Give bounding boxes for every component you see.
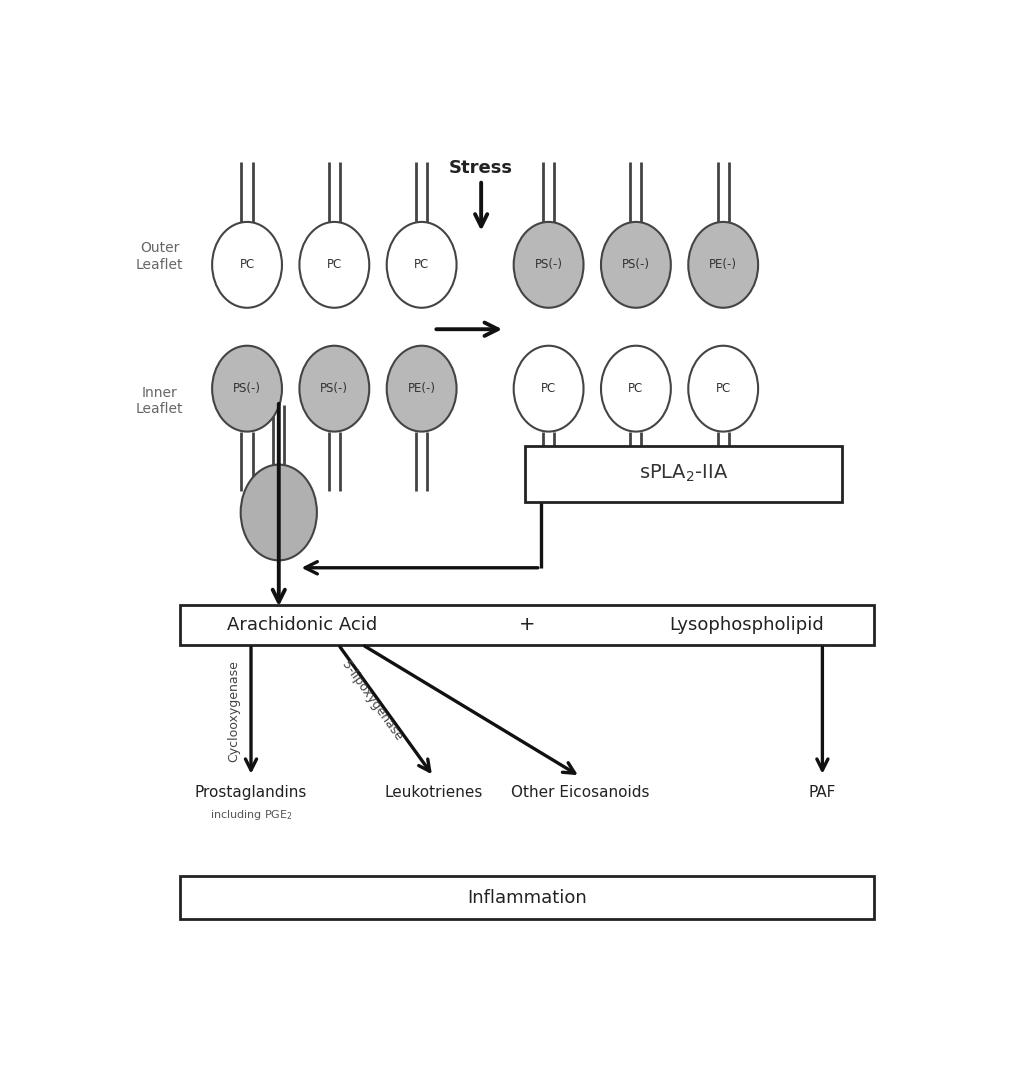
Ellipse shape bbox=[387, 346, 457, 432]
Ellipse shape bbox=[212, 346, 282, 432]
Text: PAF: PAF bbox=[809, 785, 836, 800]
Text: PS(-): PS(-) bbox=[233, 382, 261, 396]
Ellipse shape bbox=[688, 346, 758, 432]
Text: PC: PC bbox=[629, 382, 643, 396]
Text: Other Eicosanoids: Other Eicosanoids bbox=[511, 785, 649, 800]
Ellipse shape bbox=[601, 222, 671, 308]
Text: Prostaglandins: Prostaglandins bbox=[195, 785, 307, 800]
Text: Inner
Leaflet: Inner Leaflet bbox=[136, 386, 183, 416]
Text: PC: PC bbox=[414, 258, 429, 271]
Ellipse shape bbox=[387, 222, 457, 308]
Ellipse shape bbox=[299, 346, 370, 432]
Text: PC: PC bbox=[327, 258, 342, 271]
Text: Arachidonic Acid: Arachidonic Acid bbox=[227, 615, 378, 634]
Text: PS(-): PS(-) bbox=[321, 382, 348, 396]
Text: Stress: Stress bbox=[450, 160, 513, 177]
Text: 5-lipoxygenase: 5-lipoxygenase bbox=[339, 658, 404, 743]
Ellipse shape bbox=[299, 222, 370, 308]
Text: PC: PC bbox=[716, 382, 731, 396]
Text: Leukotrienes: Leukotrienes bbox=[384, 785, 482, 800]
Ellipse shape bbox=[514, 222, 584, 308]
Ellipse shape bbox=[241, 464, 316, 561]
Text: Lysophospholipid: Lysophospholipid bbox=[670, 615, 824, 634]
Text: Inflammation: Inflammation bbox=[467, 889, 587, 907]
Ellipse shape bbox=[514, 346, 584, 432]
Text: including PGE$_2$: including PGE$_2$ bbox=[210, 808, 293, 822]
FancyBboxPatch shape bbox=[179, 605, 873, 644]
Text: Cyclooxygenase: Cyclooxygenase bbox=[227, 659, 240, 761]
Text: PC: PC bbox=[240, 258, 255, 271]
Text: PS(-): PS(-) bbox=[535, 258, 562, 271]
Text: PC: PC bbox=[541, 382, 556, 396]
Text: PE(-): PE(-) bbox=[710, 258, 737, 271]
Text: sPLA$_2$-IIA: sPLA$_2$-IIA bbox=[639, 463, 728, 485]
Text: PS(-): PS(-) bbox=[622, 258, 650, 271]
FancyBboxPatch shape bbox=[524, 446, 842, 502]
Text: +: + bbox=[518, 615, 535, 635]
FancyBboxPatch shape bbox=[179, 877, 873, 920]
Text: Outer
Leaflet: Outer Leaflet bbox=[136, 241, 183, 271]
Ellipse shape bbox=[601, 346, 671, 432]
Ellipse shape bbox=[212, 222, 282, 308]
Text: PE(-): PE(-) bbox=[408, 382, 435, 396]
Ellipse shape bbox=[688, 222, 758, 308]
